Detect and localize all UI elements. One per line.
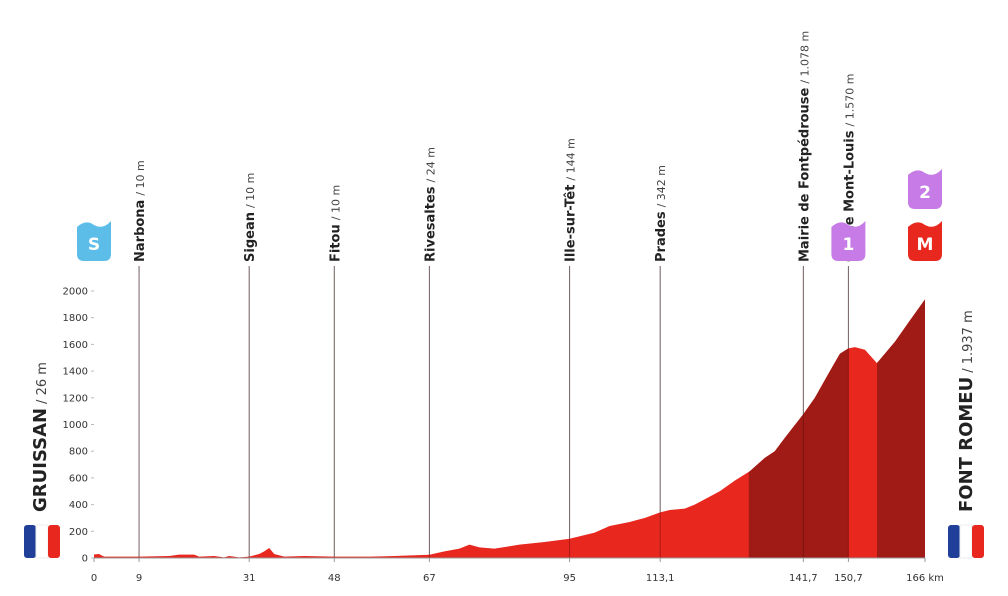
badge: 2: [908, 169, 942, 209]
waypoint-label: Fitou / 10 m: [328, 185, 343, 262]
badge: S: [77, 221, 111, 261]
waypoint-name: Fitou: [328, 224, 343, 262]
y-tick-label: 1600: [63, 340, 88, 351]
flag-white: [35, 524, 49, 559]
waypoint-detail: / 24 m: [424, 147, 437, 182]
x-tick-label: 166 km: [906, 573, 944, 584]
x-tick-label: 48: [328, 573, 341, 584]
x-tick-label: 95: [563, 573, 576, 584]
x-tick-label: 67: [423, 573, 436, 584]
flag-red: [48, 525, 60, 558]
y-tick-label: 800: [69, 447, 88, 458]
waypoint-name: Mairie de Fontpédrouse: [797, 87, 812, 262]
waypoint-name: Sigean: [243, 212, 258, 262]
flag-blue: [24, 525, 36, 558]
x-tick-label: 9: [136, 573, 142, 584]
waypoint-detail: / 1.078 m: [798, 31, 811, 84]
y-tick-label: 0: [82, 554, 88, 565]
flag-finish: [948, 524, 984, 559]
start-name: GRUISSAN: [30, 408, 51, 512]
badge-label: 1: [842, 235, 854, 255]
y-tick-label: 600: [69, 473, 88, 484]
badge: 1: [831, 221, 866, 261]
waypoint-detail: / 144 m: [565, 138, 578, 180]
y-tick-label: 1400: [63, 367, 88, 378]
flag-white: [959, 524, 973, 559]
flag-blue: [948, 525, 960, 558]
flag-red: [972, 525, 984, 558]
waypoint-detail: / 10 m: [329, 185, 342, 220]
badge: M: [908, 221, 942, 261]
climb-shade: [748, 348, 849, 558]
waypoint-label: Sigean / 10 m: [243, 173, 258, 262]
waypoint-name: Prades: [654, 211, 669, 262]
waypoint-detail: / 342 m: [655, 165, 668, 207]
x-tick-label: 113,1: [646, 573, 675, 584]
start-label: GRUISSAN / 26 m: [30, 362, 51, 512]
waypoint-detail: / 1.570 m: [843, 74, 856, 127]
badge-shape: [77, 221, 111, 261]
finish-label: FONT ROMEU / 1.937 m: [956, 310, 977, 512]
y-tick-label: 400: [69, 500, 88, 511]
flag-start: [24, 524, 60, 559]
elevation-area: [94, 299, 925, 558]
x-tick-label: 0: [91, 573, 97, 584]
climb-shade: [876, 299, 925, 558]
badge-label: S: [88, 235, 100, 255]
waypoint-label: Narbona / 10 m: [133, 160, 148, 262]
waypoint-label: Ille-sur-Têt / 144 m: [564, 138, 579, 262]
waypoint-name: Rivesaltes: [423, 186, 438, 262]
badge-label: 2: [919, 183, 931, 203]
y-tick-label: 1800: [63, 313, 88, 324]
x-tick-label: 150,7: [834, 573, 863, 584]
y-tick-label: 1000: [63, 420, 88, 431]
waypoint-label: Mairie de Fontpédrouse / 1.078 m: [797, 31, 812, 262]
waypoint-detail: / 10 m: [244, 173, 257, 208]
waypoint-label: Rivesaltes / 24 m: [423, 147, 438, 262]
badge-shape: [908, 221, 942, 261]
finish-detail: / 1.937 m: [961, 310, 976, 373]
waypoint-name: Ille-sur-Têt: [564, 185, 579, 262]
x-tick-label: 141,7: [789, 573, 818, 584]
start-detail: / 26 m: [35, 362, 50, 404]
x-tick-label: 31: [243, 573, 256, 584]
waypoint-detail: / 10 m: [134, 160, 147, 195]
waypoint-name: Narbona: [133, 200, 148, 262]
badge-label: M: [917, 235, 934, 255]
finish-name: FONT ROMEU: [956, 377, 977, 512]
y-tick-label: 2000: [63, 287, 88, 298]
badge-shape: [831, 221, 866, 261]
y-tick-label: 1200: [63, 393, 88, 404]
waypoint-label: Prades / 342 m: [654, 165, 669, 262]
badge-shape: [908, 169, 942, 209]
y-tick-label: 200: [69, 527, 88, 538]
